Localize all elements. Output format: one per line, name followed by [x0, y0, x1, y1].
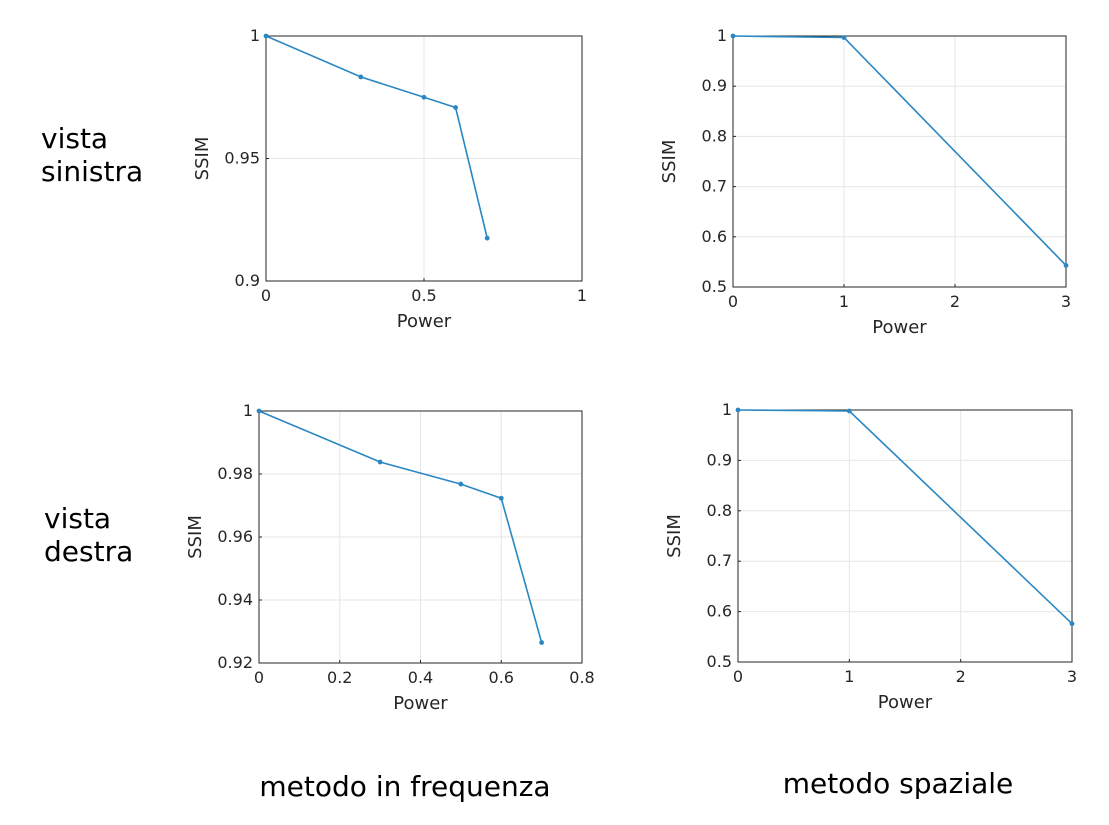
y-tick-label: 1: [250, 26, 260, 45]
x-tick-label: 0: [728, 292, 738, 311]
y-tick-label: 0.9: [235, 271, 260, 290]
data-point: [453, 105, 458, 110]
x-tick-label: 2: [956, 667, 966, 686]
series-line: [265, 35, 488, 239]
data-point: [841, 35, 847, 40]
y-tick-label: 0.6: [707, 602, 732, 621]
y-tick-label: 0.96: [217, 527, 253, 546]
row-label-vista-sinistra: vista sinistra: [41, 122, 143, 188]
column-label-metodo-in-frequenza: metodo in frequenza: [259, 770, 551, 803]
chart-sinistra-spaziale: 0 1 2 3 0.5 0.6 0.7 0.8 0.9 1 Power SSIM: [659, 26, 1071, 338]
y-tick-label: 0.5: [707, 652, 732, 671]
x-tick-label: 0: [733, 667, 743, 686]
x-tick-label: 0.2: [327, 668, 352, 687]
row-label-line: vista: [41, 122, 109, 155]
data-point: [458, 481, 464, 487]
chart-destra-frequenza: 0 0.2 0.4 0.6 0.8 0.92 0.94 0.96 0.98 1 Power SSIM: [185, 401, 595, 714]
data-point: [358, 74, 364, 80]
row-label-line: sinistra: [41, 155, 144, 188]
axes-box: [737, 409, 1073, 663]
data-point: [539, 640, 545, 645]
x-tick-label: 0.5: [411, 286, 436, 305]
data-point: [484, 235, 490, 241]
x-tick-label: 0: [254, 668, 264, 687]
series-line: [737, 409, 1073, 625]
x-axis-label: Power: [397, 311, 452, 332]
y-tick-label: 0.7: [707, 551, 732, 570]
y-axis-label: SSIM: [659, 140, 680, 184]
y-tick-label: 0.6: [702, 227, 727, 246]
y-tick-label: 1: [717, 26, 727, 45]
x-axis-label: Power: [872, 317, 927, 338]
y-axis-label: SSIM: [185, 515, 206, 559]
y-axis-label: SSIM: [664, 514, 685, 558]
x-tick-label: 0.8: [569, 668, 594, 687]
y-tick-label: 0.7: [702, 177, 727, 196]
x-tick-label: 3: [1067, 667, 1077, 686]
series-line: [732, 35, 1067, 266]
x-axis-label: Power: [393, 693, 448, 714]
data-point: [1069, 621, 1075, 627]
chart-destra-spaziale: 0 1 2 3 0.5 0.6 0.7 0.8 0.9 1 Power SSIM: [664, 400, 1077, 713]
data-point: [1063, 263, 1069, 268]
y-tick-label: 0.98: [217, 464, 253, 483]
y-axis-label: SSIM: [192, 137, 213, 181]
y-tick-label: 1: [722, 400, 732, 419]
row-label-line: vista: [44, 502, 112, 535]
x-tick-label: 0.6: [489, 668, 514, 687]
chart-sinistra-frequenza: 0 0.5 1 0.9 0.95 1 Power SSIM: [192, 26, 587, 332]
data-point: [498, 495, 504, 501]
y-tick-label: 0.94: [217, 590, 253, 609]
y-tick-label: 0.9: [702, 76, 727, 95]
y-tick-label: 0.92: [217, 653, 253, 672]
x-tick-label: 2: [950, 292, 960, 311]
x-tick-label: 1: [844, 667, 854, 686]
y-tick-label: 0.8: [707, 501, 732, 520]
data-point: [421, 94, 427, 100]
x-tick-label: 3: [1061, 292, 1071, 311]
series-line: [258, 410, 543, 643]
row-label-vista-destra: vista destra: [44, 502, 133, 568]
x-tick-label: 0.4: [408, 668, 433, 687]
y-tick-label: 0.5: [702, 277, 727, 296]
data-point: [846, 408, 852, 414]
y-tick-label: 0.9: [707, 450, 732, 469]
data-point: [263, 33, 269, 39]
y-tick-label: 0.8: [702, 126, 727, 145]
x-axis-label: Power: [878, 692, 933, 713]
data-point: [377, 459, 383, 465]
x-tick-label: 1: [577, 286, 587, 305]
data-point: [256, 408, 262, 414]
y-tick-label: 1: [243, 401, 253, 420]
x-tick-label: 1: [839, 292, 849, 311]
data-point: [730, 33, 736, 39]
y-tick-label: 0.95: [224, 149, 260, 168]
column-label-metodo-spaziale: metodo spaziale: [782, 767, 1014, 800]
x-tick-label: 0: [261, 286, 271, 305]
axes-box: [732, 35, 1067, 288]
data-point: [735, 407, 741, 413]
row-label-line: destra: [44, 535, 134, 568]
